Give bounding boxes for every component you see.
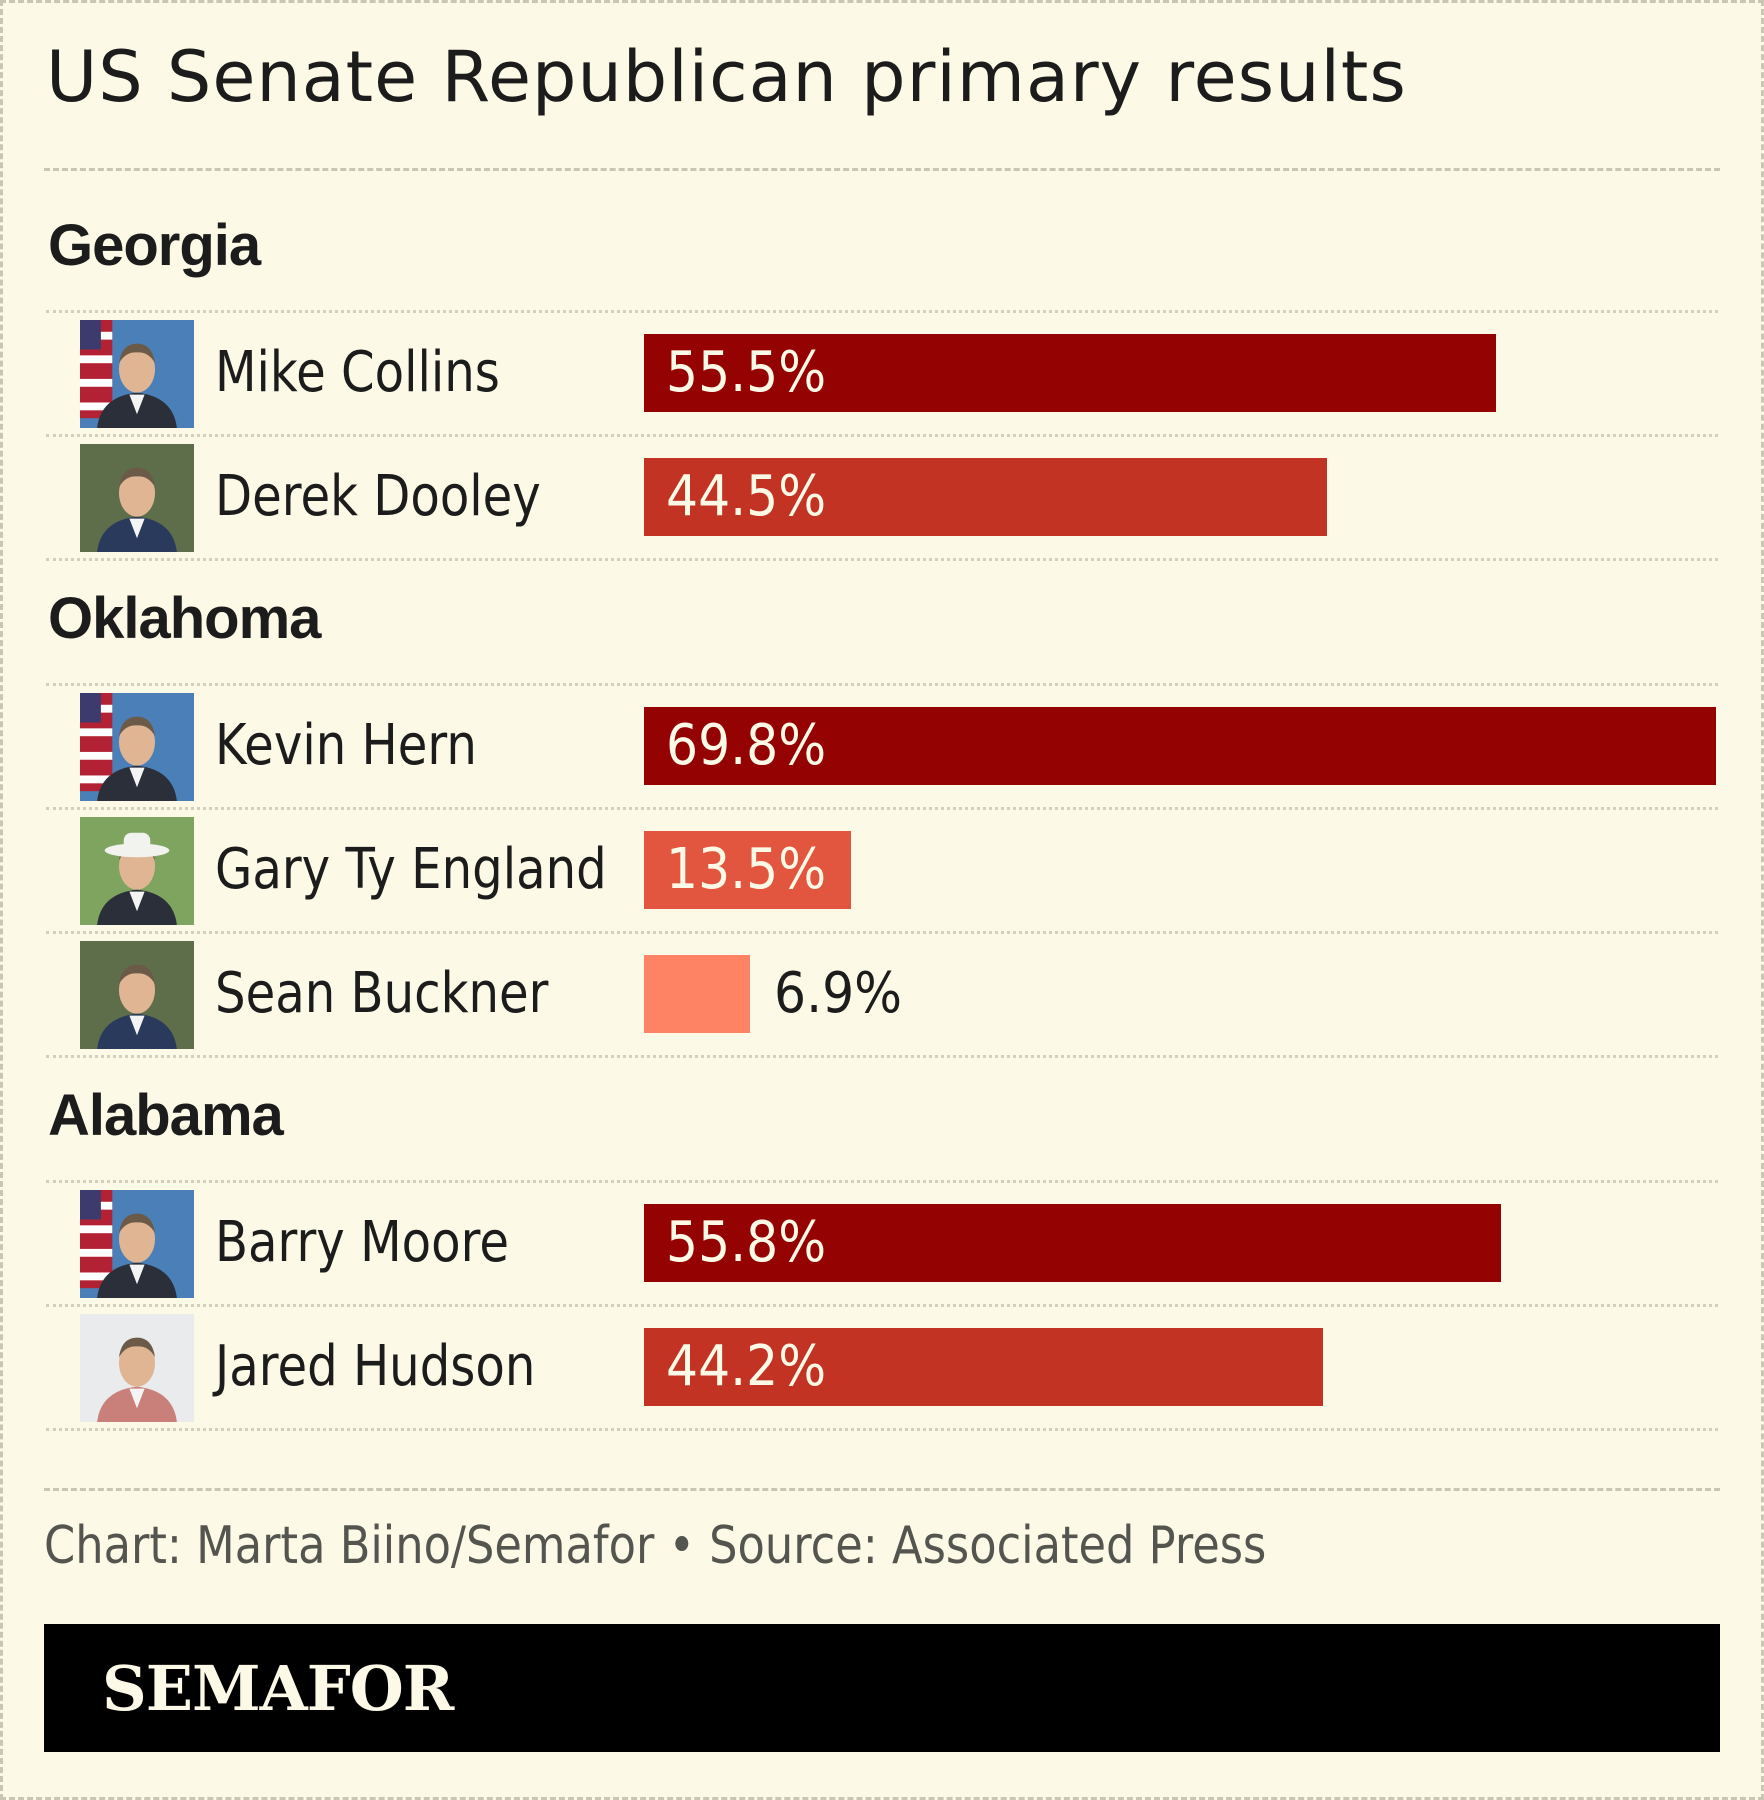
data-label: 44.5%	[666, 464, 827, 529]
row-divider	[46, 1055, 1718, 1058]
state-label: Alabama	[48, 1083, 284, 1148]
candidate-photo	[80, 817, 194, 925]
row-divider	[46, 683, 1718, 686]
candidate-photo	[80, 1314, 194, 1422]
bar	[644, 831, 851, 909]
credit-divider	[44, 1488, 1720, 1491]
bar	[644, 707, 1716, 785]
semafor-logo: SEMAFOR	[102, 1652, 454, 1725]
chart-credit: Chart: Marta Biino/Semafor • Source: Ass…	[44, 1516, 1267, 1576]
chart-title: US Senate Republican primary results	[46, 36, 1407, 118]
candidate-name: Jared Hudson	[215, 1334, 536, 1399]
row-divider	[46, 931, 1718, 934]
bar	[644, 1328, 1323, 1406]
row-divider	[46, 434, 1718, 437]
row-divider	[46, 310, 1718, 313]
candidate-name: Derek Dooley	[215, 464, 541, 529]
row-divider	[46, 807, 1718, 810]
data-label: 44.2%	[666, 1334, 827, 1399]
candidate-name: Barry Moore	[215, 1210, 509, 1275]
bar	[644, 1204, 1501, 1282]
data-label: 69.8%	[666, 713, 827, 778]
candidate-photo	[80, 941, 194, 1049]
state-label: Oklahoma	[48, 586, 321, 651]
footer-bar: SEMAFOR	[44, 1624, 1720, 1752]
state-label: Georgia	[48, 213, 261, 278]
candidate-photo	[80, 444, 194, 552]
row-divider	[46, 1180, 1718, 1183]
data-label: 6.9%	[774, 961, 903, 1026]
candidate-name: Sean Buckner	[215, 961, 549, 1026]
data-label: 13.5%	[666, 837, 827, 902]
candidate-photo	[80, 320, 194, 428]
data-label: 55.8%	[666, 1210, 827, 1275]
bar	[644, 458, 1327, 536]
row-divider	[46, 1428, 1718, 1431]
candidate-photo	[80, 1190, 194, 1298]
candidate-photo	[80, 693, 194, 801]
candidate-name: Mike Collins	[215, 340, 500, 405]
candidate-name: Gary Ty England	[215, 837, 607, 902]
bar	[644, 334, 1496, 412]
title-divider	[44, 168, 1720, 171]
row-divider	[46, 558, 1718, 561]
candidate-name: Kevin Hern	[215, 713, 477, 778]
row-divider	[46, 1304, 1718, 1307]
bar	[644, 955, 750, 1033]
data-label: 55.5%	[666, 340, 827, 405]
